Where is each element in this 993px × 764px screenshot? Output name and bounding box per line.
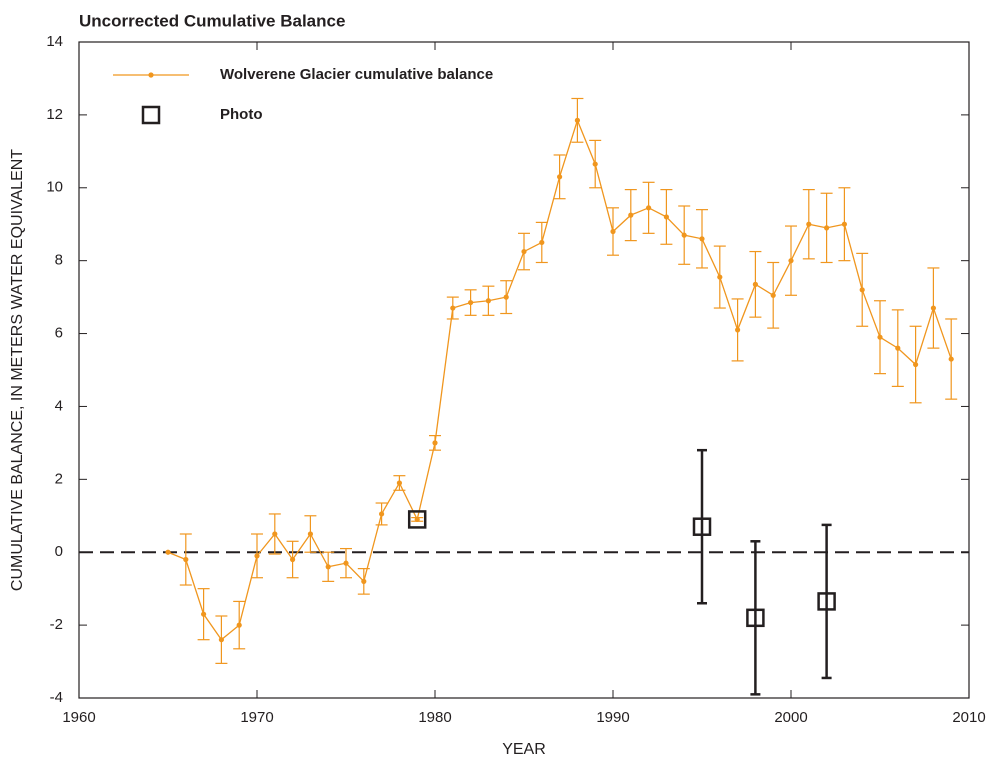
data-point [396,480,402,486]
data-point [379,511,385,517]
data-point [930,305,937,311]
data-point [752,281,759,287]
y-tick-label: 12 [46,106,63,123]
data-point [841,221,848,227]
data-point [539,239,545,246]
data-point [699,236,705,242]
data-point [343,560,349,566]
data-point [361,578,367,584]
data-point [432,440,438,446]
x-tick-label: 1980 [418,709,451,726]
x-axis-label: YEAR [502,741,546,758]
data-point [201,611,207,617]
data-point [254,553,260,559]
data-point [770,292,776,298]
data-point [824,225,830,231]
data-point [948,356,954,362]
y-tick-label: -2 [50,616,63,633]
y-tick-label: -4 [50,689,63,706]
legend-label: Photo [220,106,263,123]
data-point [859,287,865,293]
data-point [592,161,598,167]
data-point [746,608,765,628]
data-point [407,510,427,529]
data-point [646,205,652,211]
data-point [325,564,331,570]
y-tick-label: 0 [55,543,63,560]
y-tick-label: 10 [46,179,63,196]
data-point [503,294,509,300]
data-point [735,327,741,333]
data-point [681,232,687,238]
y-tick-label: 4 [55,397,63,414]
data-point [307,531,313,537]
y-axis-label: CUMULATIVE BALANCE, IN METERS WATER EQUI… [9,149,26,591]
data-point [717,274,723,280]
data-point [450,305,456,311]
chart-title: Uncorrected Cumulative Balance [79,11,345,30]
data-point [913,361,919,368]
legend-swatch [148,72,154,78]
data-point [877,334,883,340]
x-tick-label: 2010 [952,709,985,726]
y-tick-label: 14 [46,33,63,50]
data-point [895,345,901,351]
data-point [468,299,474,306]
data-point [806,221,812,227]
legend-label: Wolverene Glacier cumulative balance [220,66,493,83]
data-point [485,298,491,304]
data-point [817,592,836,611]
plot-frame [78,41,970,699]
data-point [521,248,527,255]
x-tick-label: 1990 [596,709,629,726]
data-point [628,212,634,218]
legend-swatch [141,105,161,125]
x-tick-label: 1970 [240,709,273,726]
y-tick-label: 6 [55,325,63,342]
data-point [236,622,242,628]
data-point [692,517,712,536]
data-point [414,516,420,523]
x-tick-label: 2000 [774,709,807,726]
data-point [218,637,224,643]
data-point [663,214,670,220]
data-point [788,258,794,264]
data-point [290,556,296,563]
data-point [165,549,171,555]
data-point [557,174,563,180]
y-tick-label: 8 [55,252,63,269]
x-tick-label: 1960 [62,709,95,726]
data-point [183,556,189,563]
data-point [574,117,581,123]
data-point [272,531,278,537]
y-tick-label: 2 [55,470,63,487]
data-point [610,228,616,235]
